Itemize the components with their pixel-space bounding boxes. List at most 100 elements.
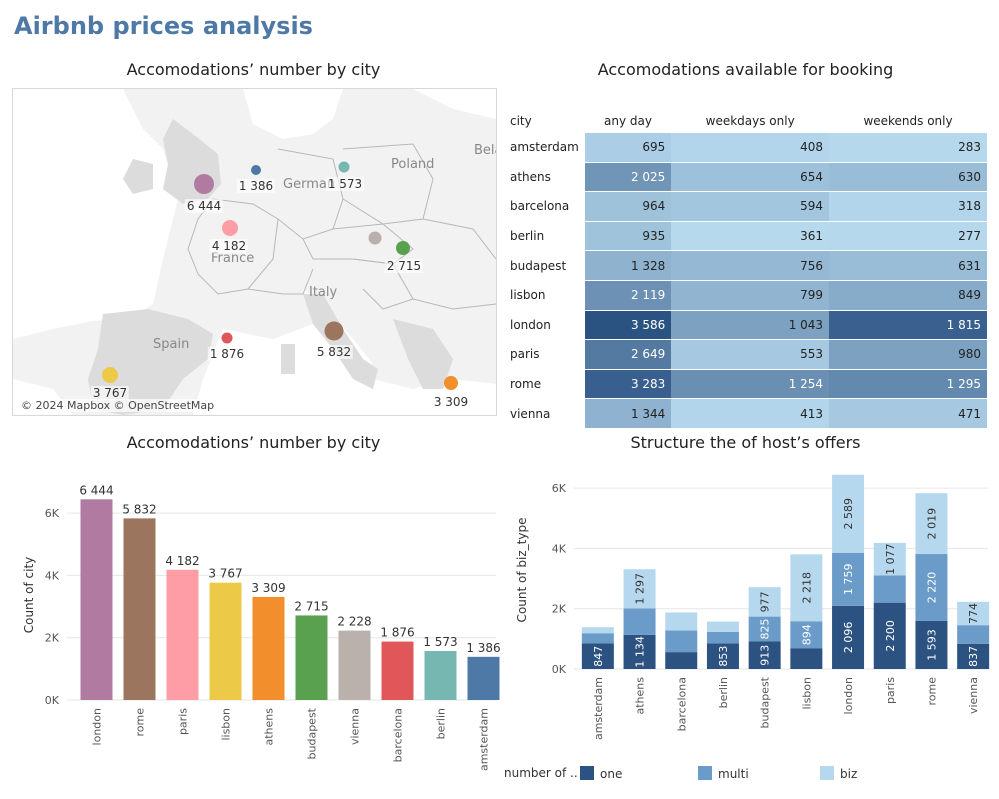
segment-one-rome[interactable]	[915, 620, 948, 669]
segment-one-london[interactable]	[832, 605, 865, 669]
segment-biz-amsterdam[interactable]	[581, 627, 614, 634]
table-row[interactable]: lisbon 2 119 799 849	[504, 280, 987, 311]
column-header-city[interactable]: city	[510, 113, 532, 128]
bar-athens[interactable]	[252, 596, 285, 700]
legend-item-multi[interactable]: multi	[698, 766, 749, 781]
table-row[interactable]: budapest 1 328 756 631	[504, 250, 987, 281]
segment-multi-lisbon[interactable]	[790, 621, 823, 649]
map-attribution[interactable]: © 2024 Mapbox © OpenStreetMap	[19, 399, 217, 412]
segment-biz-paris[interactable]	[873, 542, 906, 576]
map-marker-rome[interactable]	[324, 321, 344, 341]
europe-map[interactable]: Poland German France Italy Spain Bela 6 …	[12, 88, 497, 416]
segment-biz-budapest[interactable]	[748, 587, 781, 617]
column-header-any-day[interactable]: any day	[604, 113, 652, 128]
table-row[interactable]: vienna 1 344 413 471	[504, 398, 987, 429]
y-axis-label: Count of city	[22, 557, 36, 634]
x-tick-label: rome	[134, 708, 147, 737]
segment-value-label: 837	[967, 646, 980, 667]
column-header-weekdays[interactable]: weekdays only	[705, 113, 795, 128]
bar-budapest[interactable]	[295, 615, 328, 700]
map-country-label: Bela	[474, 143, 496, 158]
legend-swatch	[580, 766, 594, 780]
map-marker-budapest[interactable]	[396, 241, 410, 255]
cell-any: 1 328	[584, 250, 672, 281]
map-label-athens: 3 309	[431, 395, 471, 409]
bar-amsterdam[interactable]	[467, 656, 500, 700]
bar-chart-title: Accomodations’ number by city	[126, 433, 381, 452]
segment-value-label: 825	[759, 619, 772, 640]
table-row[interactable]: amsterdam 695 408 283	[504, 133, 987, 163]
bar-barcelona[interactable]	[381, 641, 414, 700]
segment-one-vienna[interactable]	[957, 643, 990, 669]
bar-paris[interactable]	[166, 569, 199, 700]
cell-we: 1 815	[829, 310, 987, 341]
city-count-bar-chart: 0K 2K 4K 6K Count of city 6 444 london 5 832 rom…	[22, 483, 501, 771]
segment-one-amsterdam[interactable]	[581, 643, 614, 669]
cell-wd: 1 254	[671, 369, 830, 400]
segment-biz-athens[interactable]	[623, 569, 656, 609]
table-row[interactable]: berlin 935 361 277	[504, 221, 987, 252]
segment-one-barcelona[interactable]	[665, 652, 698, 669]
cell-wd: 594	[671, 191, 830, 222]
segment-one-lisbon[interactable]	[790, 648, 823, 669]
map-label-amsterdam: 1 386	[236, 179, 276, 193]
legend-item-one[interactable]: one	[580, 766, 622, 781]
segment-multi-budapest[interactable]	[748, 616, 781, 642]
bar-value-label: 6 444	[79, 483, 113, 497]
segment-multi-paris[interactable]	[873, 575, 906, 603]
map-marker-berlin[interactable]	[338, 161, 350, 173]
map-marker-athens[interactable]	[444, 376, 458, 390]
bar-berlin[interactable]	[424, 651, 457, 700]
cell-city: london	[504, 310, 585, 341]
segment-biz-barcelona[interactable]	[665, 612, 698, 631]
map-marker-paris[interactable]	[222, 220, 238, 236]
segment-value-label: 1 593	[925, 629, 938, 661]
segment-value-label: 894	[800, 624, 813, 645]
segment-multi-berlin[interactable]	[706, 631, 739, 644]
segment-multi-rome[interactable]	[915, 554, 948, 621]
segment-value-label: 853	[717, 646, 730, 667]
map-country-label: France	[211, 251, 255, 266]
map-country-label: Poland	[391, 157, 435, 172]
bar-london[interactable]	[80, 499, 113, 700]
segment-one-berlin[interactable]	[706, 643, 739, 669]
segment-multi-vienna[interactable]	[957, 625, 990, 644]
table-row[interactable]: paris 2 649 553 980	[504, 339, 987, 370]
map-marker-london[interactable]	[194, 174, 214, 194]
legend-item-biz[interactable]: biz	[820, 766, 857, 781]
segment-multi-barcelona[interactable]	[665, 630, 698, 653]
segment-biz-lisbon[interactable]	[790, 554, 823, 622]
segment-multi-athens[interactable]	[623, 608, 656, 635]
x-tick-label: budapest	[759, 676, 772, 728]
segment-one-budapest[interactable]	[748, 641, 781, 669]
table-row[interactable]: athens 2 025 654 630	[504, 162, 987, 193]
map-marker-lisbon[interactable]	[102, 367, 118, 383]
bar-rome[interactable]	[123, 518, 156, 700]
table-row[interactable]: barcelona 964 594 318	[504, 191, 987, 222]
segment-multi-london[interactable]	[832, 552, 865, 606]
segment-multi-amsterdam[interactable]	[581, 633, 614, 644]
segment-value-label: 977	[759, 591, 772, 612]
cell-city: vienna	[504, 398, 585, 429]
y-axis-label: Count of biz_type	[515, 518, 529, 623]
segment-one-paris[interactable]	[873, 602, 906, 669]
segment-biz-berlin[interactable]	[706, 621, 739, 632]
bar-value-label: 1 876	[380, 626, 414, 640]
table-row[interactable]: rome 3 283 1 254 1 295	[504, 369, 987, 400]
segment-one-athens[interactable]	[623, 634, 656, 669]
segment-biz-london[interactable]	[832, 474, 865, 553]
segment-biz-vienna[interactable]	[957, 601, 990, 626]
table-row[interactable]: london 3 586 1 043 1 815	[504, 310, 987, 341]
bar-vienna[interactable]	[338, 630, 371, 700]
cell-wd: 361	[671, 221, 830, 252]
map-marker-amsterdam[interactable]	[251, 165, 261, 175]
map-marker-barcelona[interactable]	[221, 332, 233, 344]
y-tick-label: 0K	[552, 663, 567, 676]
cell-any: 935	[584, 221, 672, 252]
x-tick-label: berlin	[435, 708, 448, 739]
column-header-weekends[interactable]: weekends only	[863, 113, 953, 128]
map-marker-vienna[interactable]	[368, 231, 382, 245]
segment-biz-rome[interactable]	[915, 493, 948, 555]
bar-lisbon[interactable]	[209, 582, 242, 700]
y-tick-label: 4K	[552, 542, 567, 555]
